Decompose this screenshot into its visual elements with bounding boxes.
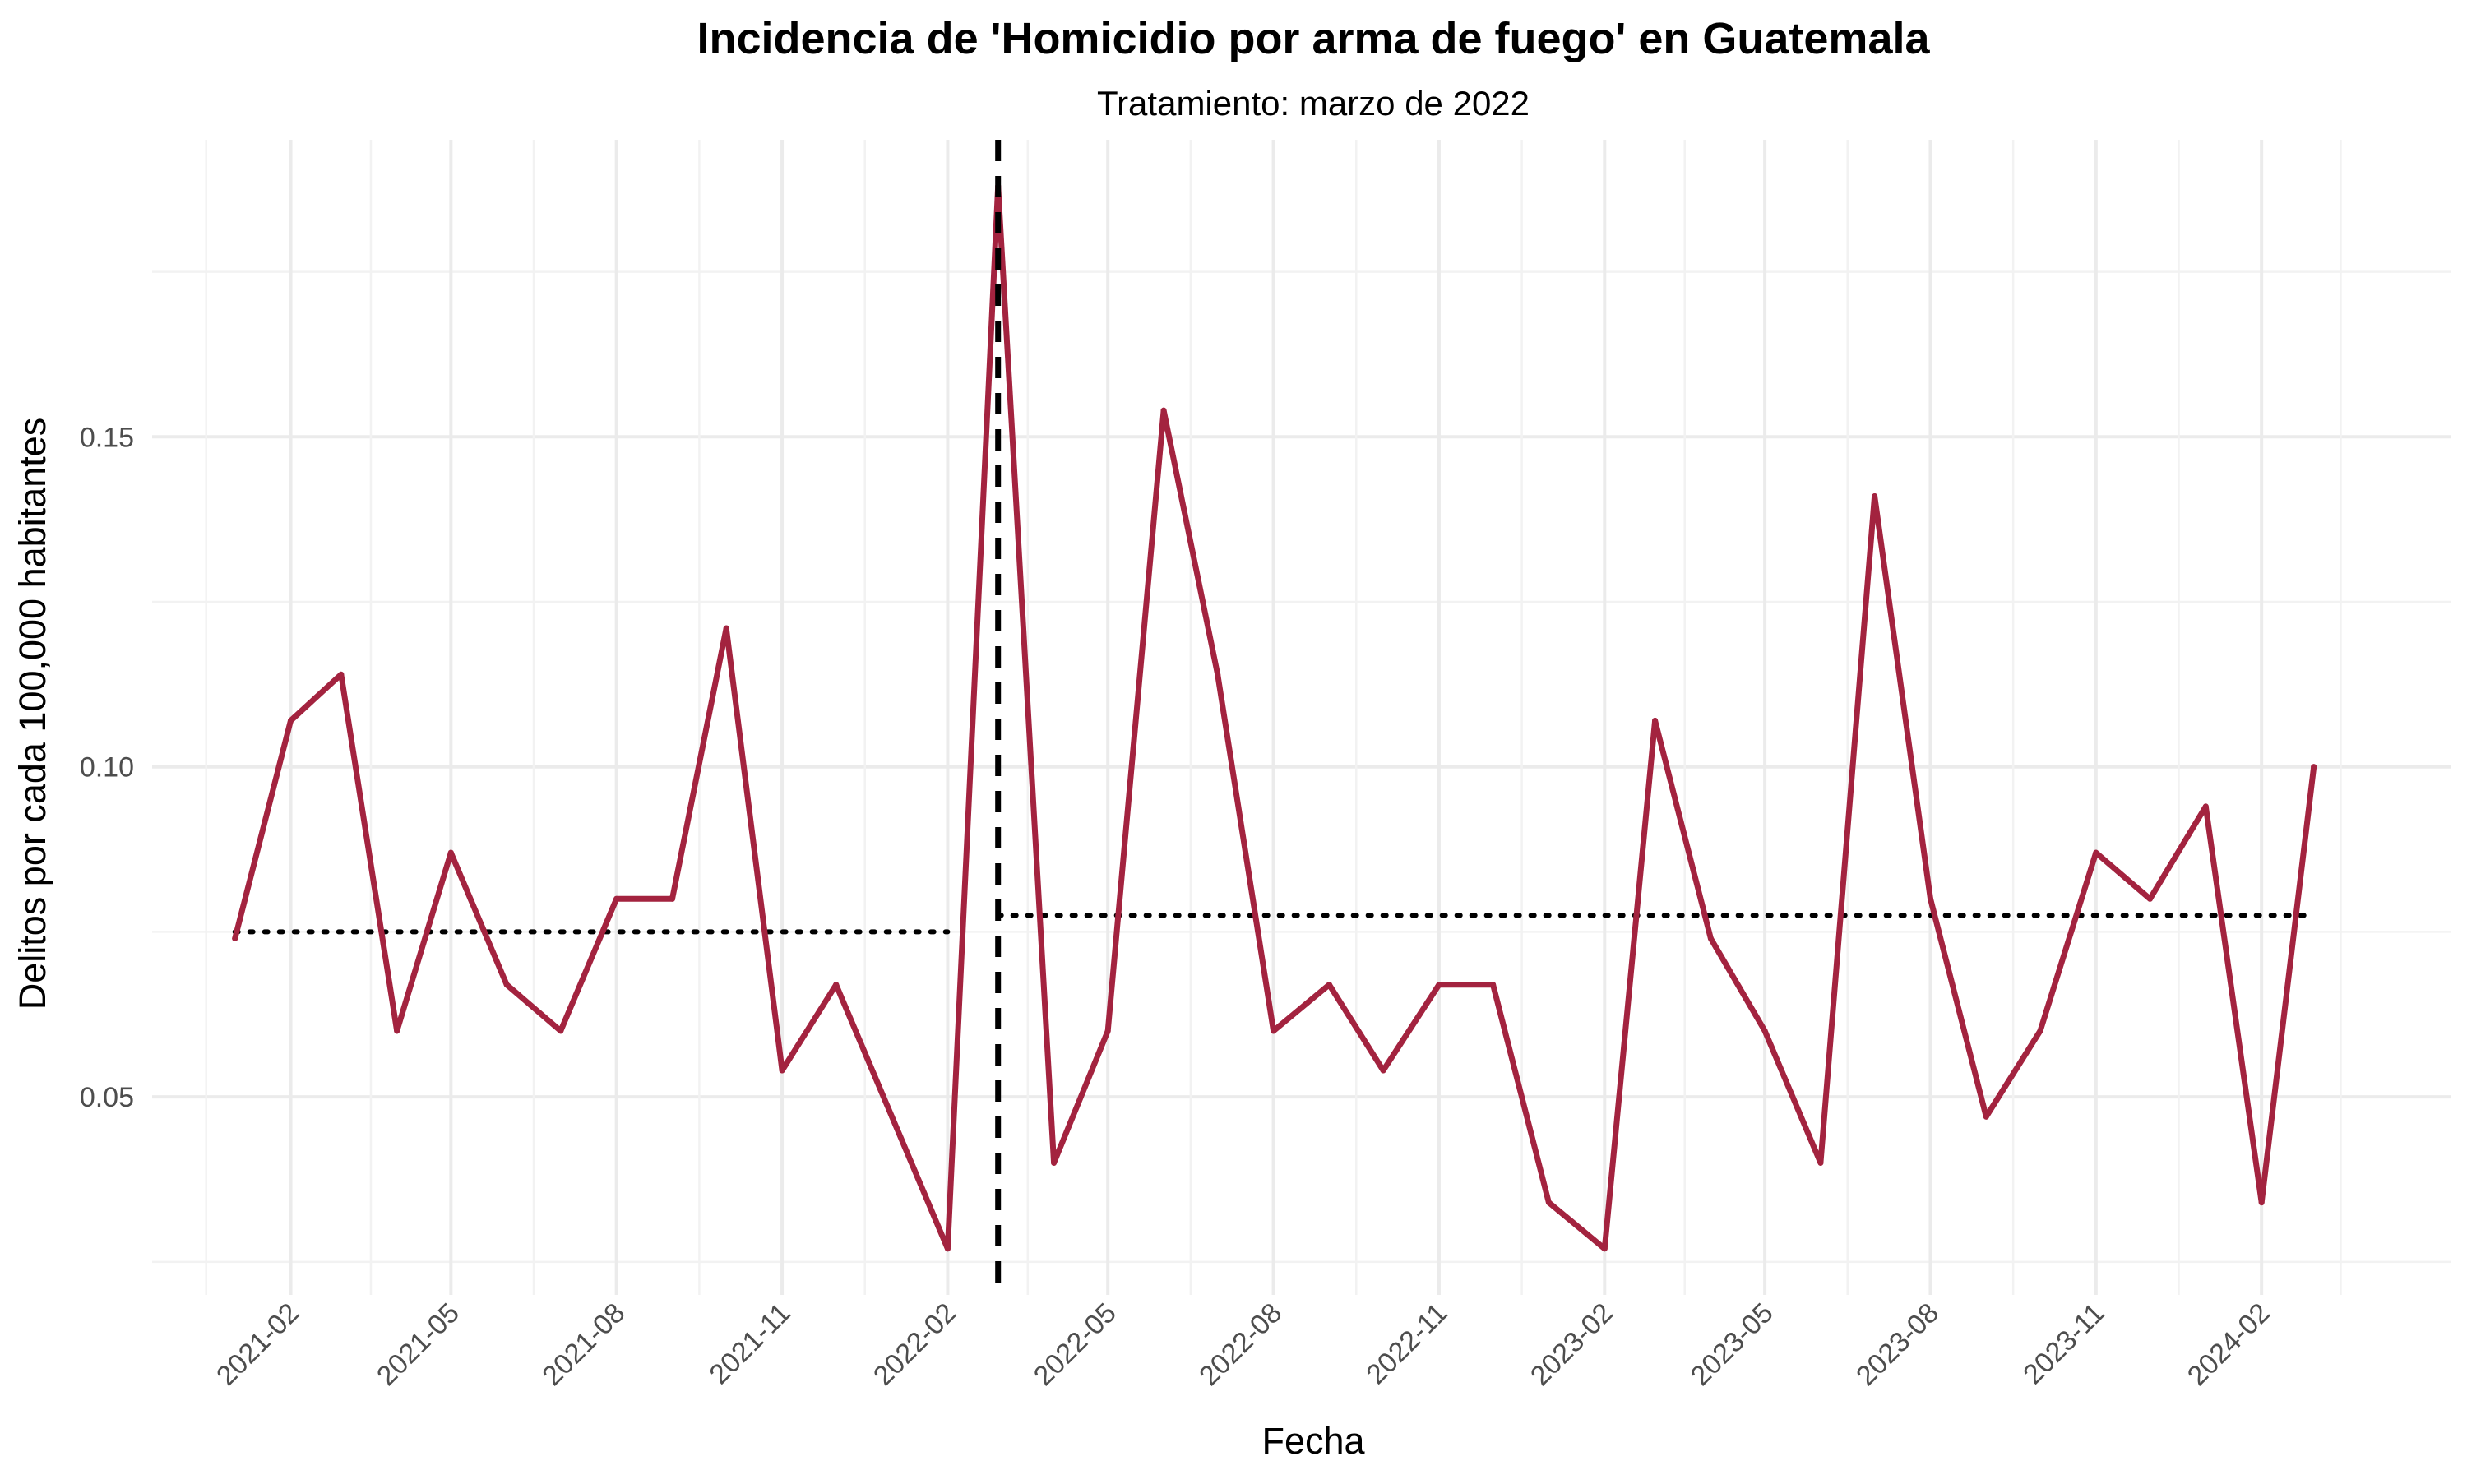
data-point: [2093, 849, 2099, 856]
tick-labels: 0.05 0.10 0.15 2021-02 2021-05 2021-08 2021-11…: [80, 422, 2276, 1392]
data-point: [1271, 1028, 1277, 1034]
x-tick-label: 2022-08: [1193, 1297, 1288, 1392]
data-point: [1707, 935, 1714, 941]
x-tick-label: 2021-05: [371, 1297, 465, 1392]
x-tick-label: 2023-11: [2017, 1297, 2110, 1390]
data-point: [889, 1113, 896, 1120]
data-point: [1160, 407, 1167, 414]
data-point: [1490, 982, 1497, 988]
data-point: [558, 1028, 564, 1034]
data-point: [1761, 1028, 1768, 1034]
x-tick-label: 2023-08: [1850, 1297, 1945, 1392]
data-point: [1545, 1200, 1552, 1206]
data-point: [503, 982, 510, 988]
reference-lines: [232, 913, 2317, 935]
x-tick-label: 2022-11: [1360, 1297, 1453, 1390]
data-point: [1215, 671, 1221, 677]
data-point: [232, 935, 238, 941]
y-tick-label: 0.15: [80, 422, 134, 453]
y-tick-label: 0.10: [80, 752, 134, 784]
data-point: [669, 895, 676, 902]
data-point: [723, 625, 729, 631]
x-tick-label: 2023-02: [1525, 1297, 1619, 1392]
x-tick-label: 2023-05: [1685, 1297, 1780, 1392]
data-point: [779, 1067, 785, 1074]
data-point: [338, 671, 345, 677]
data-point: [2037, 1028, 2043, 1034]
x-tick-label: 2022-02: [868, 1297, 962, 1392]
x-tick-label: 2021-11: [703, 1297, 796, 1390]
chart-subtitle: Tratamiento: marzo de 2022: [1097, 84, 1530, 123]
data-point: [1817, 1159, 1824, 1166]
data-point: [447, 849, 454, 856]
data-point: [394, 1028, 400, 1034]
y-axis-title: Delitos por cada 100,000 habitantes: [12, 418, 53, 1010]
data-point: [2146, 895, 2153, 902]
x-axis-title: Fecha: [1261, 1420, 1365, 1462]
x-tick-label: 2021-02: [211, 1297, 305, 1392]
data-point: [2202, 803, 2209, 810]
x-tick-label: 2022-05: [1028, 1297, 1122, 1392]
data-point: [1872, 493, 1878, 500]
data-point: [1601, 1246, 1608, 1252]
x-tick-label: 2021-08: [536, 1297, 631, 1392]
data-point: [1326, 982, 1332, 988]
y-tick-label: 0.05: [80, 1082, 134, 1113]
data-point: [1927, 895, 1933, 902]
data-point: [288, 718, 294, 724]
data-point: [2258, 1200, 2265, 1206]
data-point: [1983, 1113, 1989, 1120]
chart-title: Incidencia de 'Homicidio por arma de fue…: [697, 14, 1930, 63]
x-tick-label: 2024-02: [2182, 1297, 2276, 1392]
data-point: [944, 1246, 951, 1252]
data-point: [833, 982, 840, 988]
data-point: [1652, 718, 1659, 724]
data-point: [613, 895, 620, 902]
data-point: [2311, 764, 2317, 770]
grid: [152, 140, 2451, 1295]
data-point: [1051, 1159, 1058, 1166]
data-point: [1380, 1067, 1386, 1074]
series-layer: [232, 140, 2317, 1295]
data-point: [1436, 982, 1442, 988]
data-point: [1104, 1028, 1111, 1034]
